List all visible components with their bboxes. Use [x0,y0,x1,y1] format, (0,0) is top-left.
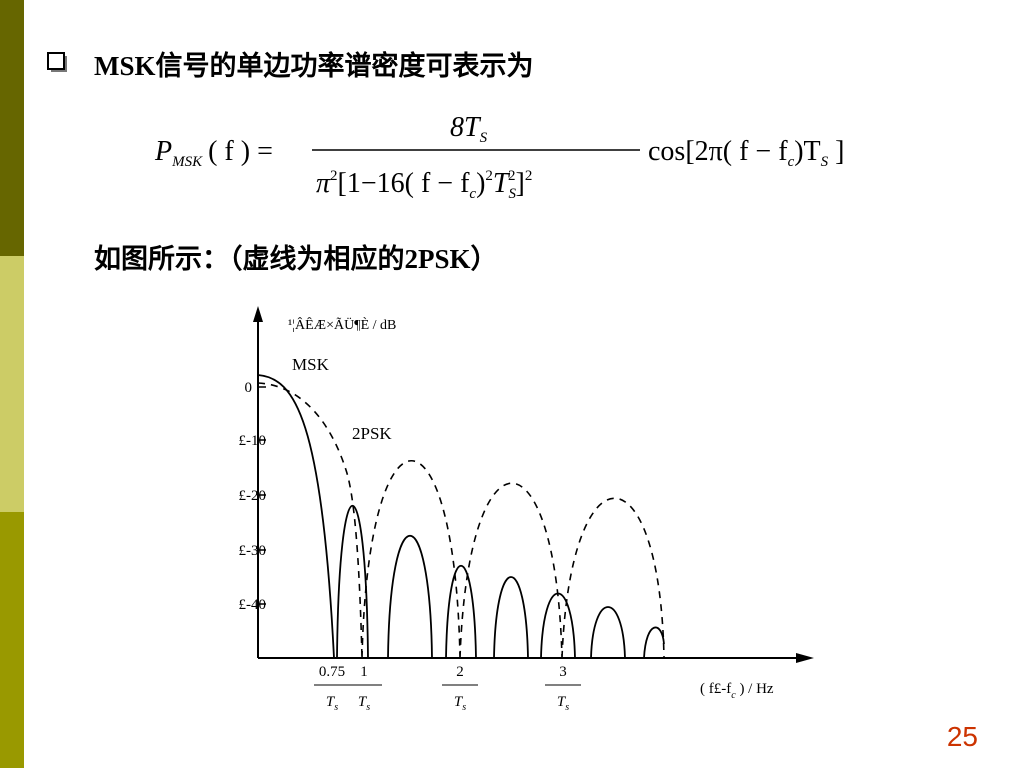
side-bar [0,0,24,256]
figure: ¹¦ÂÊÆ×ÃÜ¶È / dB MSK 2PSK 0 £-10 £-20 £-3… [239,306,814,713]
sub: c [788,154,795,170]
sup: 2 [508,168,516,184]
sym: ] [828,136,844,167]
sym: )T [794,136,820,167]
sym: T [493,168,511,199]
y-tick-label: £-20 [239,488,267,504]
sub: S [480,130,488,146]
page-number: 25 [947,721,978,752]
sub: s [565,702,569,713]
sym: ( f£-f [700,681,731,697]
sup: 2 [485,168,493,184]
title: MSK信号的单边功率谱密度可表示为 [94,50,534,81]
x-tick-denominator: Ts [454,694,466,713]
x-axis-label: ( f£-fc ) / Hz [700,681,774,701]
sub: MSK [171,154,203,170]
sym: ] [516,168,525,199]
x-tick-numerator: 0.75 [319,664,345,680]
sym: ) [476,168,485,199]
arrow [796,653,814,663]
sub: s [366,702,370,713]
y-tick-label: £-10 [239,433,267,449]
formula: PMSK( f ) = 8TS π2[1−16( f − fc)2TS2]2 c… [154,112,845,202]
msk-curve [257,374,665,659]
side-bar [0,256,24,512]
sub: c [731,690,736,701]
numerator: 8TS [450,112,488,146]
sym: T [557,694,567,710]
sub: s [334,702,338,713]
sub: S [509,186,517,202]
sym: 8T [450,112,482,143]
sym: [1−16( f − f [338,168,471,199]
sym: cos[2π( f − f [648,136,788,167]
sup: 2 [330,168,338,184]
denominator: π2[1−16( f − fc)2TS2]2 [316,168,532,202]
sub: s [462,702,466,713]
curve-label: 2PSK [352,424,392,443]
arrow [253,306,263,322]
sym: T [326,694,336,710]
x-tick-denominator: Ts [557,694,569,713]
x-tick-denominator: Ts [326,694,338,713]
x-tick-denominator: Ts [358,694,370,713]
sym: T [454,694,464,710]
y-tick-label: 0 [245,380,253,396]
sym: P [154,136,172,167]
2psk-curve [257,382,665,659]
bullet-icon [47,52,67,72]
sub: c [469,186,476,202]
y-tick-label: £-40 [239,597,267,613]
x-tick-labels: 0.75 Ts 1 Ts 2 Ts 3 Ts [314,664,581,713]
x-tick-numerator: 3 [559,664,567,680]
side-bar [0,512,24,768]
x-tick-numerator: 2 [456,664,464,680]
y-ticks [258,386,266,605]
y-tick-labels: 0 £-10 £-20 £-30 £-40 [239,380,267,613]
sym: ( f ) = [208,136,273,167]
x-tick-numerator: 1 [360,664,368,680]
sym: π [316,168,331,199]
y-tick-label: £-30 [239,543,267,559]
formula-rhs: cos[2π( f − fc)TS ] [648,136,845,170]
sup: 2 [525,168,533,184]
subtitle: 如图所示：（虚线为相应的2PSK） [94,243,498,274]
sym: ) / Hz [736,681,774,697]
sym: T [358,694,368,710]
sub: S [821,154,829,170]
curve-label: MSK [292,355,330,374]
y-axis-label: ¹¦ÂÊÆ×ÃÜ¶È / dB [288,316,396,333]
formula-lhs: PMSK ( f ) = [154,136,273,170]
